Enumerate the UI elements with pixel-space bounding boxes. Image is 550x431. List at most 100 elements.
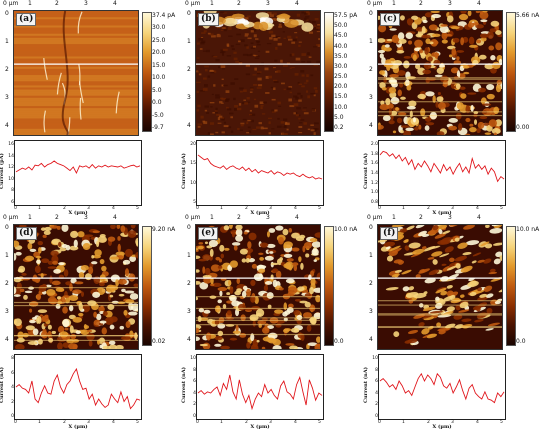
profile-y-tick: 4 bbox=[375, 391, 378, 396]
left-axis-tick: 1 bbox=[5, 252, 9, 259]
colorbar-tick: 30.0 bbox=[152, 24, 166, 31]
left-axis: 0 1 2 3 4 bbox=[182, 224, 194, 350]
profile-line bbox=[197, 154, 323, 180]
profile-x-tick: 1 bbox=[220, 420, 223, 425]
profile-svg bbox=[197, 374, 323, 411]
profile-x-tick: 3 bbox=[269, 206, 272, 211]
profile-x-tick: 0 bbox=[378, 420, 381, 425]
colorbar-tick: 9.20 nA bbox=[152, 226, 176, 233]
profile-y-tick: 0 bbox=[11, 414, 14, 419]
left-axis-tick: 2 bbox=[187, 66, 191, 73]
top-axis-tick: 3 bbox=[266, 214, 270, 221]
colorbar-tick: 40.0 bbox=[334, 43, 348, 50]
panel-label: (d) bbox=[16, 227, 37, 240]
colorbar-tick: -5.0 bbox=[152, 112, 164, 119]
left-axis-tick: 2 bbox=[369, 280, 373, 287]
profile-y-tick: 6 bbox=[11, 200, 14, 205]
profile-x-ticks: 0 1 2 3 4 5 bbox=[378, 206, 506, 212]
colorbar-tick: 0.2 bbox=[334, 124, 344, 131]
profile-y-tick: 8 bbox=[11, 356, 14, 361]
profile-y-tick: 8 bbox=[193, 368, 196, 373]
profile-y-tick: 1.6 bbox=[370, 161, 378, 166]
afm-current-map: (d) bbox=[13, 224, 139, 350]
colorbar-tick: 5.0 bbox=[152, 87, 162, 94]
left-axis-tick: 0 bbox=[5, 10, 9, 17]
profile-y-axis-label: Current (nA) bbox=[181, 367, 187, 403]
panel-label: (a) bbox=[16, 13, 37, 26]
colorbar-tick: 15.0 bbox=[152, 62, 166, 69]
top-axis-tick: 4 bbox=[477, 214, 481, 221]
colorbar bbox=[324, 12, 334, 132]
left-axis-tick: 4 bbox=[187, 336, 191, 343]
profile-y-axis-label: Current (pA) bbox=[0, 153, 5, 189]
panel-label: (c) bbox=[380, 13, 400, 26]
left-axis-tick: 4 bbox=[369, 122, 373, 129]
left-axis: 0 1 2 3 4 bbox=[0, 224, 12, 350]
profile-x-tick: 4 bbox=[476, 420, 479, 425]
left-axis-tick: 2 bbox=[187, 280, 191, 287]
profile-line bbox=[197, 374, 323, 411]
colorbar-tick: 10.0 bbox=[152, 74, 166, 81]
afm-texture bbox=[378, 225, 502, 349]
profile-svg bbox=[15, 367, 141, 410]
colorbar-tick: 30.0 bbox=[334, 63, 348, 70]
left-axis-tick: 0 bbox=[5, 224, 9, 231]
profile-x-tick: 2 bbox=[427, 206, 430, 211]
current-profile-plot bbox=[14, 354, 142, 420]
current-profile-plot bbox=[14, 140, 142, 206]
colorbar-tick: -9.7 bbox=[152, 124, 164, 131]
profile-y-tick: 6 bbox=[11, 371, 14, 376]
top-axis-tick: 1 bbox=[28, 0, 32, 7]
profile-x-tick: 3 bbox=[87, 206, 90, 211]
afm-current-map: (f) bbox=[377, 224, 503, 350]
left-axis-tick: 1 bbox=[187, 38, 191, 45]
profile-y-tick: 1.8 bbox=[370, 152, 378, 157]
profile-y-tick: 1.2 bbox=[370, 181, 378, 186]
profile-x-tick: 2 bbox=[245, 420, 248, 425]
left-axis-tick: 2 bbox=[369, 66, 373, 73]
profile-x-tick: 0 bbox=[14, 420, 17, 425]
profile-y-tick: 10 bbox=[190, 181, 196, 186]
colorbar-tick: 0.0 bbox=[516, 338, 526, 345]
panel-label: (e) bbox=[198, 227, 219, 240]
colorbar-tick: 0.0 bbox=[334, 338, 344, 345]
profile-x-tick: 4 bbox=[294, 420, 297, 425]
left-axis-tick: 0 bbox=[369, 10, 373, 17]
top-axis-tick: 1 bbox=[28, 214, 32, 221]
left-axis-tick: 1 bbox=[187, 252, 191, 259]
colorbar-tick: 25.0 bbox=[152, 37, 166, 44]
colorbar-tick: 0.02 bbox=[152, 338, 166, 345]
profile-x-axis-label: X (µm) bbox=[432, 424, 452, 430]
left-axis-tick: 1 bbox=[369, 38, 373, 45]
colorbar-labels: 57.5 pA 50.0 45.0 40.0 35.0 30.0 25.0 20.0 15.0 1… bbox=[334, 12, 364, 131]
profile-x-tick: 0 bbox=[378, 206, 381, 211]
profile-y-tick: 0 bbox=[193, 414, 196, 419]
top-axis: 0 µm 1 2 3 4 bbox=[3, 0, 149, 10]
profile-y-tick: 1.0 bbox=[370, 190, 378, 195]
profile-y-tick: 16 bbox=[8, 142, 14, 147]
left-axis: 0 1 2 3 4 bbox=[182, 10, 194, 136]
profile-y-tick: 4 bbox=[11, 385, 14, 390]
afm-panel: 0 µm 1 2 3 4 0 1 2 3 4 (f) 10.0 nA 0.0 Current (nA) 10… bbox=[363, 214, 544, 430]
left-axis-tick: 3 bbox=[5, 308, 9, 315]
profile-line bbox=[15, 367, 141, 410]
afm-current-map: (c) bbox=[377, 10, 503, 136]
profile-x-tick: 4 bbox=[112, 206, 115, 211]
profile-x-tick: 4 bbox=[476, 206, 479, 211]
profile-x-tick: 5 bbox=[136, 420, 139, 425]
profile-y-tick: 12 bbox=[8, 165, 14, 170]
colorbar-tick: 10.0 bbox=[334, 104, 348, 111]
top-axis-tick: 0 µm bbox=[3, 0, 19, 7]
profile-x-tick: 3 bbox=[87, 420, 90, 425]
afm-texture bbox=[196, 225, 320, 349]
colorbar-tick: 0.00 bbox=[516, 124, 530, 131]
profile-x-axis-label: X (µm) bbox=[68, 424, 88, 430]
profile-x-tick: 1 bbox=[402, 206, 405, 211]
current-profile-plot bbox=[378, 140, 506, 206]
profile-y-tick: 6 bbox=[193, 379, 196, 384]
profile-y-ticks: 10 8 6 4 2 0 bbox=[189, 354, 196, 420]
profile-x-axis-label: X (µm) bbox=[250, 424, 270, 430]
profile-y-tick: 10 bbox=[372, 356, 378, 361]
profile-y-tick: 20 bbox=[190, 142, 196, 147]
left-axis: 0 1 2 3 4 bbox=[364, 224, 376, 350]
